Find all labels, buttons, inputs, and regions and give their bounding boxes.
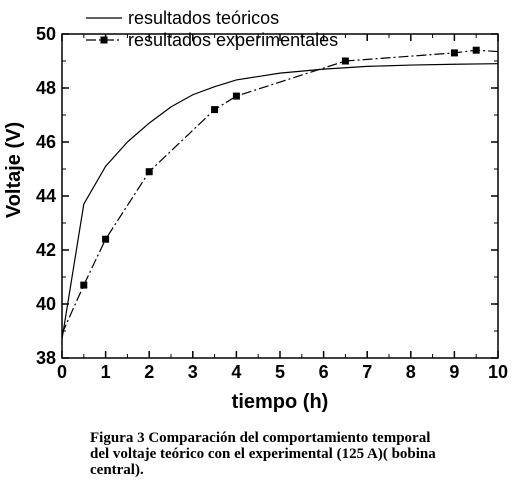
x-tick-label: 9 <box>449 362 459 382</box>
y-tick-label: 38 <box>36 348 56 368</box>
data-point-marker <box>80 281 88 289</box>
x-tick-label: 0 <box>57 362 67 382</box>
legend-entry-2: resultados experimentales <box>128 30 338 50</box>
data-point-marker <box>341 57 349 65</box>
x-tick-label: 10 <box>488 362 508 382</box>
data-point-marker <box>211 106 219 114</box>
x-tick-label: 6 <box>319 362 329 382</box>
y-tick-label: 42 <box>36 240 56 260</box>
data-point-marker <box>450 49 458 57</box>
x-tick-label: 4 <box>231 362 241 382</box>
x-tick-label: 7 <box>362 362 372 382</box>
caption-line-3: central). <box>90 462 144 478</box>
series-line-2 <box>61 49 499 334</box>
x-axis-label: tiempo (h) <box>232 391 329 413</box>
x-tick-label: 3 <box>188 362 198 382</box>
line-chart: 0 1 2 3 4 5 6 7 8 9 10 38 40 42 44 46 48 50 resultados te… <box>3 8 508 413</box>
y-axis-label: Voltaje (V) <box>3 122 25 218</box>
y-tick-label: 44 <box>36 186 56 206</box>
axis-ticks: 0 1 2 3 4 5 6 7 8 9 10 38 40 42 44 46 48 50 <box>36 24 508 382</box>
figure-caption: Figura 3 Comparación del comportamiento … <box>90 430 490 478</box>
y-tick-label: 50 <box>36 24 56 44</box>
legend-entry-1: resultados teóricos <box>128 8 279 28</box>
data-point-marker <box>472 46 480 54</box>
x-tick-label: 5 <box>275 362 285 382</box>
caption-line-2: del voltaje teórico con el experimental … <box>90 446 436 462</box>
caption-line-1: Figura 3 Comparación del comportamiento … <box>90 430 431 446</box>
y-tick-label: 48 <box>36 78 56 98</box>
data-point-marker <box>232 92 240 100</box>
data-point-marker <box>102 235 110 243</box>
y-tick-label: 40 <box>36 294 56 314</box>
series-line-1 <box>61 63 499 340</box>
data-point-marker <box>145 168 153 176</box>
x-tick-label: 1 <box>101 362 111 382</box>
y-tick-label: 46 <box>36 132 56 152</box>
legend-marker-2 <box>100 36 108 44</box>
series-layer <box>61 46 499 340</box>
x-tick-label: 8 <box>406 362 416 382</box>
x-tick-label: 2 <box>144 362 154 382</box>
